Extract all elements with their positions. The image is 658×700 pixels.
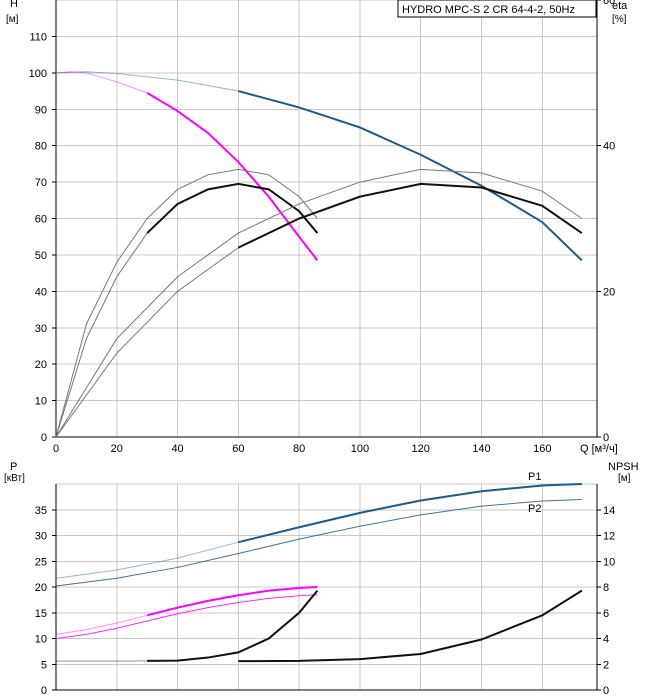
- x-tick-label: 140: [472, 443, 490, 455]
- labels-layer: 0102030405060708090100110020406080100020…: [29, 0, 616, 697]
- y-tick-label-right: 0: [603, 432, 609, 444]
- x-tick-label: 20: [111, 443, 123, 455]
- curve-p1: [238, 483, 582, 544]
- y-tick-label-right: 12: [603, 531, 615, 543]
- curve-h-1-pump: [146, 92, 319, 261]
- x-tick-label: 80: [293, 443, 305, 455]
- y-tick-label-left: 90: [35, 104, 47, 116]
- y-tick-label-left: 110: [29, 31, 47, 43]
- curve-npsh-2-pumps: [238, 589, 583, 663]
- y-tick-label-left: 35: [35, 505, 47, 517]
- bottom-left-axis-title: P: [10, 461, 17, 473]
- grid-layer: [52, 0, 601, 691]
- y-tick-label-left: 15: [35, 608, 47, 620]
- bottom-left-axis-unit: [кВт]: [4, 473, 25, 484]
- y-tick-label-right: 0: [603, 685, 609, 697]
- y-tick-label-left: 10: [35, 634, 47, 646]
- x-tick-label: 0: [53, 443, 59, 455]
- y-tick-label-right: 60: [603, 0, 615, 7]
- curve-eta-2-pumps-thin: [55, 183, 583, 438]
- top-right-axis-unit: [%]: [612, 14, 627, 25]
- y-tick-label-left: 70: [35, 177, 47, 189]
- y-tick-label-left: 25: [35, 556, 47, 568]
- curves-layer: [55, 71, 583, 663]
- curve-h-2-pumps-faint: [55, 71, 583, 261]
- curve-p2-1-pump: [55, 594, 318, 639]
- y-tick-label-left: 30: [35, 323, 47, 335]
- y-tick-label-left: 80: [35, 141, 47, 153]
- curve-eta-2-pumps: [237, 182, 583, 249]
- y-tick-label-left: 50: [35, 250, 47, 262]
- x-tick-label: 160: [533, 443, 551, 455]
- y-tick-label-right: 2: [603, 659, 609, 671]
- series-label-p2: P2: [528, 503, 541, 515]
- y-tick-label-left: 40: [35, 286, 47, 298]
- y-tick-label-left: 60: [35, 214, 47, 226]
- curve-eta-1-pump-thin: [55, 183, 318, 438]
- series-label-p1: P1: [528, 471, 541, 483]
- top-left-axis-title: H: [10, 0, 18, 10]
- y-tick-label-right: 40: [603, 141, 615, 153]
- curve-eta-1-pump-envelope: [55, 168, 318, 438]
- curve-h-1-pump-faint: [55, 71, 318, 261]
- y-tick-label-left: 0: [41, 685, 47, 697]
- curve-p1-1-pump-faint: [55, 586, 318, 635]
- y-tick-label-left: 20: [35, 582, 47, 594]
- y-tick-label-left: 100: [29, 68, 47, 80]
- y-tick-label-left: 5: [41, 659, 47, 671]
- y-tick-label-left: 20: [35, 359, 47, 371]
- chart-title-box: HYDRO MPC-S 2 CR 64-4-2, 50Hz: [397, 0, 597, 18]
- y-tick-label-right: 20: [603, 286, 615, 298]
- curve-eta-2-pumps-envelope: [55, 168, 583, 438]
- x-tick-label: 60: [232, 443, 244, 455]
- bottom-right-axis-unit: [м]: [618, 473, 631, 484]
- x-tick-label: 120: [412, 443, 430, 455]
- y-tick-label-right: 8: [603, 582, 609, 594]
- curve-p1-1-pump: [146, 586, 318, 617]
- y-tick-label-right: 10: [603, 556, 615, 568]
- y-tick-label-right: 4: [603, 634, 609, 646]
- y-tick-label-right: 6: [603, 608, 609, 620]
- y-tick-label-left: 10: [35, 396, 47, 408]
- y-tick-label-right: 14: [603, 505, 615, 517]
- x-tick-label: 100: [351, 443, 369, 455]
- curve-eta-1-pump: [146, 182, 319, 234]
- x-tick-label: 40: [171, 443, 183, 455]
- x-axis-title: Q [м³/ч]: [580, 443, 618, 455]
- bottom-right-axis-title: NPSH: [608, 461, 639, 473]
- y-tick-label-left: 0: [41, 432, 47, 444]
- chart-title: HYDRO MPC-S 2 CR 64-4-2, 50Hz: [402, 4, 575, 16]
- curve-npsh-1-pump-faint: [56, 590, 318, 662]
- curve-p1-faint: [55, 483, 582, 579]
- top-left-axis-unit: [м]: [6, 14, 19, 25]
- y-tick-label-left: 30: [35, 531, 47, 543]
- curve-p2: [55, 498, 582, 587]
- curve-h-2-pumps: [238, 90, 583, 262]
- curve-npsh-1-pump: [147, 589, 319, 662]
- top-right-axis-title: eta: [612, 0, 628, 12]
